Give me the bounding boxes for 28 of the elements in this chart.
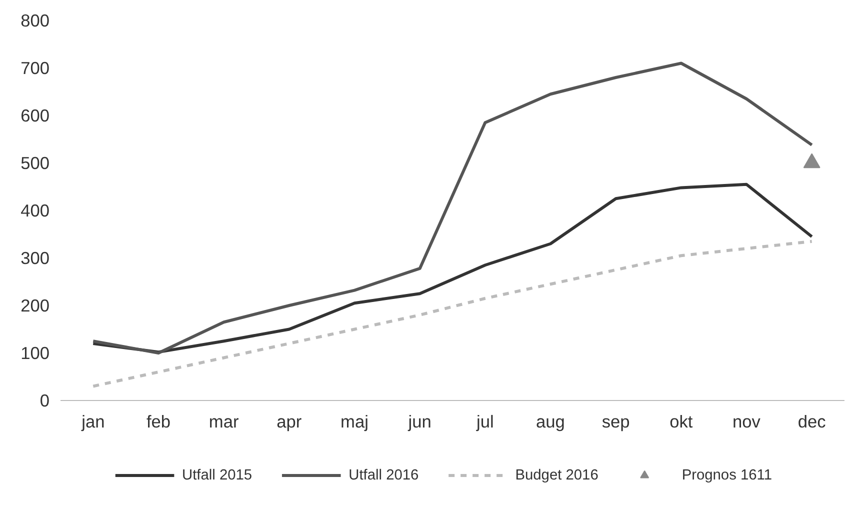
y-tick-label: 300 <box>20 248 50 268</box>
x-tick-label: sep <box>602 412 630 432</box>
line-series <box>92 62 814 354</box>
legend-label: Utfall 2015 <box>182 468 252 484</box>
x-tick-label: nov <box>732 412 761 432</box>
x-tick-label: maj <box>340 412 368 432</box>
y-tick-label: 500 <box>20 153 50 173</box>
x-tick-label: jan <box>80 412 105 432</box>
y-tick-label: 400 <box>20 200 50 220</box>
legend-label: Prognos 1611 <box>682 468 772 484</box>
y-tick-label: 600 <box>20 106 50 126</box>
x-tick-label: mar <box>208 412 239 432</box>
x-tick-label: jun <box>407 412 432 432</box>
y-tick-label: 800 <box>20 10 50 30</box>
y-tick-label: 0 <box>40 390 50 410</box>
x-tick-label: apr <box>276 412 302 432</box>
x-tick-label: jul <box>476 412 494 432</box>
y-tick-label: 700 <box>20 58 50 78</box>
x-tick-label: aug <box>536 412 565 432</box>
legend-label: Utfall 2016 <box>348 468 419 484</box>
x-tick-label: okt <box>670 412 693 432</box>
line-series <box>92 182 814 354</box>
x-tick-label: dec <box>798 412 826 432</box>
y-tick-label: 200 <box>20 296 50 316</box>
line-series <box>92 240 814 388</box>
y-tick-label: 100 <box>20 343 50 363</box>
legend-label: Budget 2016 <box>515 468 598 484</box>
x-tick-label: feb <box>146 412 171 432</box>
